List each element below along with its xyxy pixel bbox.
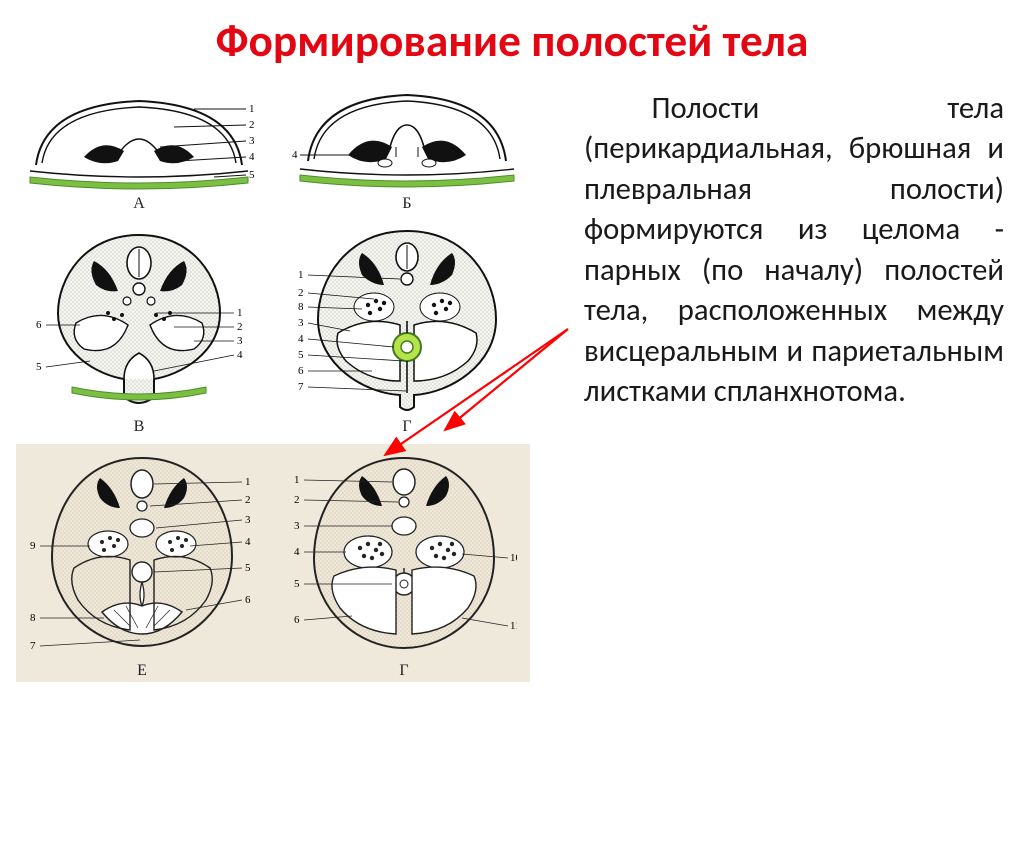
svg-text:5: 5 <box>298 349 304 361</box>
svg-text:3: 3 <box>298 317 304 329</box>
svg-text:4: 4 <box>298 333 304 345</box>
fig-label-B: Б <box>402 195 411 213</box>
figure-A: 1 2 3 4 5 А <box>24 83 254 213</box>
svg-text:1: 1 <box>245 476 251 488</box>
svg-text:5: 5 <box>294 578 300 590</box>
figure-V: 1 2 3 4 6 5 В <box>24 221 254 436</box>
svg-text:3: 3 <box>294 520 300 532</box>
svg-text:3: 3 <box>249 135 254 147</box>
svg-text:4: 4 <box>292 149 298 161</box>
figure-B: 4 Б <box>292 83 522 213</box>
svg-text:5: 5 <box>249 169 254 181</box>
svg-text:3: 3 <box>237 335 243 347</box>
svg-text:2: 2 <box>237 321 243 333</box>
svg-text:6: 6 <box>36 319 42 331</box>
text-column: Полости тела (перикардиальная, брюшная и… <box>540 75 1024 772</box>
svg-text:2: 2 <box>294 494 300 506</box>
svg-text:2: 2 <box>245 494 251 506</box>
svg-text:1: 1 <box>298 269 304 281</box>
svg-text:8: 8 <box>30 612 36 624</box>
fig-label-G2: Г <box>399 662 408 680</box>
svg-text:1: 1 <box>237 307 243 319</box>
svg-text:8: 8 <box>298 301 304 313</box>
content-row: 1 2 3 4 5 А <box>0 75 1024 772</box>
figure-E: 1 2 3 4 5 6 9 8 7 Е <box>30 450 255 680</box>
fig-row-1: 1 2 3 4 5 А <box>10 83 536 213</box>
slide-root: { "title": { "text": "Формирование полос… <box>0 0 1024 767</box>
body-paragraph: Полости тела (перикардиальная, брюшная и… <box>584 89 1004 413</box>
figure-column: 1 2 3 4 5 А <box>0 75 540 772</box>
page-title: Формирование полостей тела <box>0 0 1024 75</box>
svg-text:3: 3 <box>245 514 251 526</box>
svg-text:4: 4 <box>249 151 254 163</box>
svg-text:4: 4 <box>294 546 300 558</box>
figure-G2: 1 2 3 4 5 6 10 11 Г <box>292 450 517 680</box>
svg-text:2: 2 <box>249 119 254 131</box>
svg-text:1: 1 <box>249 103 254 115</box>
svg-text:4: 4 <box>245 536 251 548</box>
fig-row-3: 1 2 3 4 5 6 9 8 7 Е <box>16 444 530 682</box>
fig-label-G1: Г <box>402 418 411 436</box>
svg-text:7: 7 <box>30 640 36 652</box>
fig-row-2: 1 2 3 4 6 5 В <box>10 221 536 436</box>
fig-label-V: В <box>134 418 145 436</box>
svg-text:2: 2 <box>298 287 304 299</box>
fig-label-E: Е <box>137 662 147 680</box>
svg-text:6: 6 <box>298 365 304 377</box>
svg-text:7: 7 <box>298 381 304 393</box>
svg-text:1: 1 <box>294 474 300 486</box>
svg-text:6: 6 <box>294 614 300 626</box>
svg-text:4: 4 <box>237 349 243 361</box>
svg-text:6: 6 <box>245 594 251 606</box>
fig-label-A: А <box>133 195 145 213</box>
figure-G1: 1 2 8 3 4 5 6 7 Г <box>292 221 522 436</box>
svg-text:9: 9 <box>30 540 36 552</box>
svg-text:10: 10 <box>510 552 517 564</box>
svg-text:11: 11 <box>510 620 517 632</box>
svg-text:5: 5 <box>245 562 251 574</box>
svg-text:5: 5 <box>36 361 42 373</box>
